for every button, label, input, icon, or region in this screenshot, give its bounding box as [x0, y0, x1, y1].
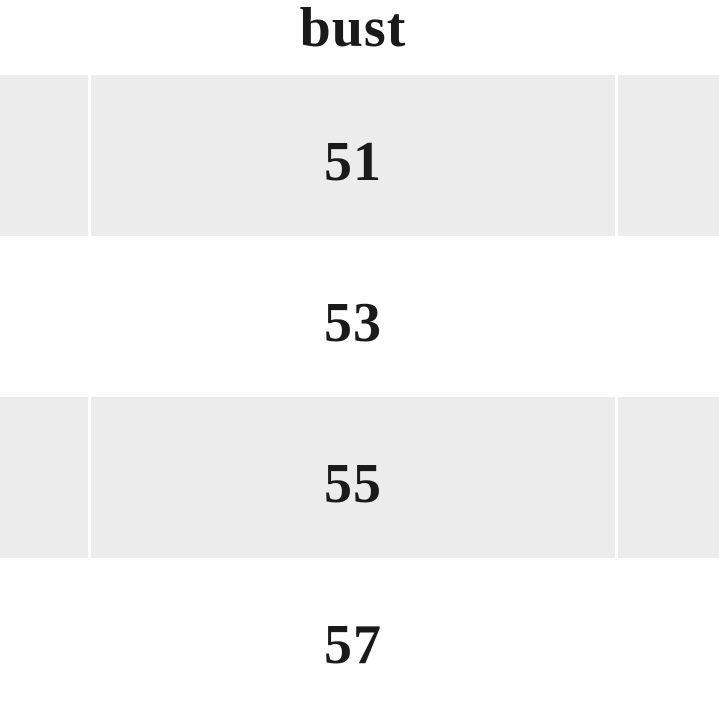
bust-value: 55 [324, 452, 382, 515]
bust-value: 53 [324, 291, 382, 354]
bust-value-cell: 53 [91, 236, 615, 397]
row-left-spacer-cell [0, 75, 88, 236]
row-left-spacer-cell [0, 397, 88, 558]
row-right-spacer-cell [618, 236, 719, 397]
table-row: 57 [0, 558, 719, 719]
bust-value: 51 [324, 130, 382, 193]
bust-value: 57 [324, 613, 382, 676]
row-right-spacer-cell [618, 75, 719, 236]
row-right-spacer-cell [618, 558, 719, 719]
table-header-row: bust [0, 0, 719, 75]
table-row: 55 [0, 397, 719, 558]
table-row: 51 [0, 75, 719, 236]
row-left-spacer-cell [0, 558, 88, 719]
bust-value-cell: 51 [91, 75, 615, 236]
row-right-spacer-cell [618, 397, 719, 558]
bust-column-header: bust [299, 0, 407, 59]
bust-value-cell: 57 [91, 558, 615, 719]
row-left-spacer-cell [0, 236, 88, 397]
bust-value-cell: 55 [91, 397, 615, 558]
header-cell-bust: bust [91, 0, 615, 75]
header-cell-left-spacer [0, 0, 88, 75]
header-cell-right-spacer [618, 0, 719, 75]
table-row: 53 [0, 236, 719, 397]
